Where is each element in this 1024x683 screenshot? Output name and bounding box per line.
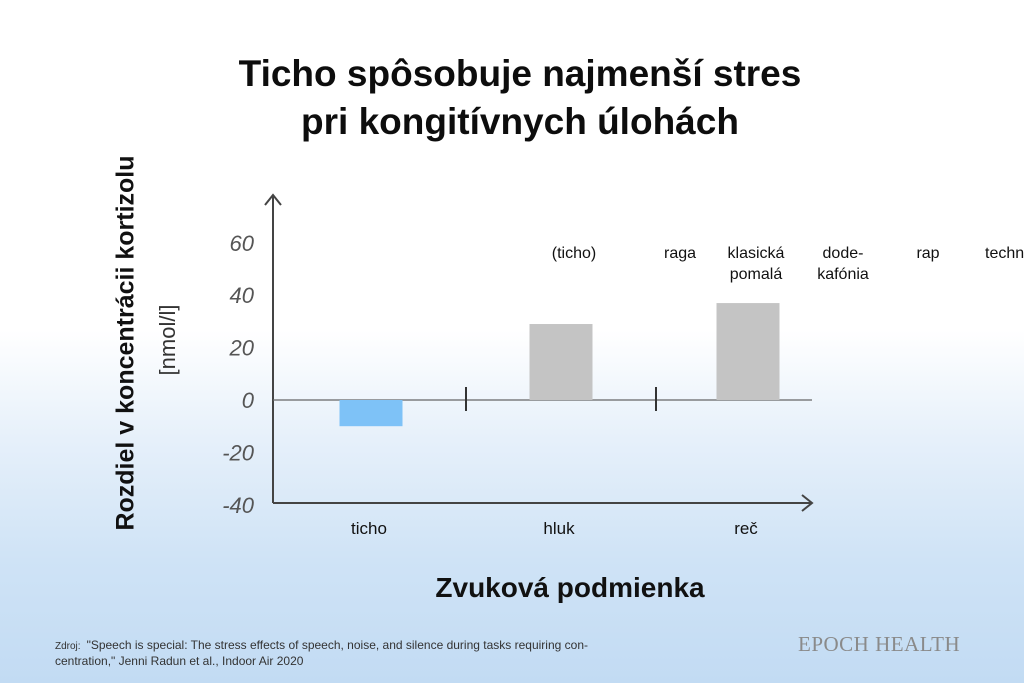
bar-2: [716, 303, 780, 400]
source-text-line1: "Speech is special: The stress effects o…: [86, 638, 588, 652]
annotation-label: klasická pomalá: [728, 245, 785, 283]
source-citation: Zdroj: "Speech is special: The stress eff…: [55, 638, 675, 669]
y-tick-label: 0: [242, 388, 255, 413]
annotation-label: (ticho): [552, 245, 596, 262]
y-axis-arrow: [264, 193, 282, 206]
y-tick-label: -40: [222, 493, 255, 518]
y-tick-label: 40: [230, 283, 255, 308]
x-category-label: hluk: [543, 519, 575, 538]
x-axis-arrow: [801, 494, 814, 512]
annotation-label: dode-kafónia: [817, 245, 869, 283]
bar-1: [529, 324, 593, 400]
chart-title-line1: Ticho spôsobuje najmenší stres: [238, 53, 802, 94]
x-axis-title: Zvuková podmienka: [435, 572, 705, 603]
y-tick-label: -20: [222, 440, 255, 465]
annotation-label: techno: [985, 245, 1024, 262]
annotation-label: rap: [916, 245, 939, 262]
annotation-label: raga: [664, 245, 696, 262]
bar-0: [339, 400, 403, 427]
x-category-label: reč: [734, 519, 758, 538]
x-category-label: ticho: [351, 519, 387, 538]
y-tick-label: 20: [229, 336, 255, 361]
y-tick-label: 60: [230, 231, 255, 256]
chart-title-line2: pri kongitívnych úlohách: [301, 101, 739, 142]
source-label: Zdroj:: [55, 641, 81, 652]
source-text-line2: centration," Jenni Radun et al., Indoor …: [55, 654, 304, 668]
chart-title: Ticho spôsobuje najmenší stres pri kongi…: [0, 50, 1024, 146]
epoch-health-logo: EPOCH HEALTH: [798, 632, 961, 656]
